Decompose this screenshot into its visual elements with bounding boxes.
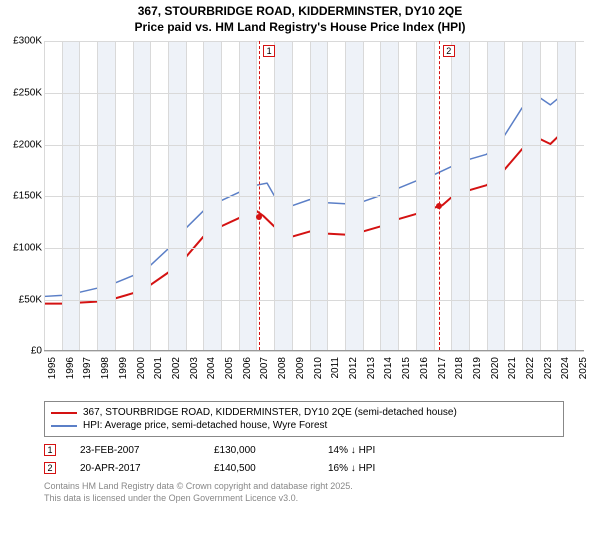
sale-row: 2 20-APR-2017 £140,500 16% ↓ HPI	[44, 459, 564, 477]
sales-table: 1 23-FEB-2007 £130,000 14% ↓ HPI 2 20-APR-201…	[44, 441, 564, 477]
x-tick-label: 2017	[437, 357, 448, 379]
y-tick-label: £150K	[13, 191, 42, 202]
sale-price: £130,000	[214, 445, 304, 456]
chart-area: £0£50K£100K£150K£200K£250K£300K 12 19951…	[10, 37, 590, 397]
x-tick-label: 2023	[543, 357, 554, 379]
chart-container: 367, STOURBRIDGE ROAD, KIDDERMINSTER, DY…	[0, 0, 600, 560]
x-tick-label: 2019	[472, 357, 483, 379]
x-tick-label: 2016	[419, 357, 430, 379]
gridline-h	[44, 351, 584, 352]
legend-label: HPI: Average price, semi-detached house,…	[83, 420, 327, 431]
x-axis: 1995 1996 1997 1998 1999 2000 2001 2002 2003 2004…	[44, 353, 584, 397]
y-tick-label: £300K	[13, 36, 42, 47]
x-tick-label: 1995	[47, 357, 58, 379]
sale-row-marker: 1	[44, 444, 56, 456]
x-tick-label: 2007	[259, 357, 270, 379]
x-tick-label: 2018	[454, 357, 465, 379]
gridline-h	[44, 93, 584, 94]
legend-label: 367, STOURBRIDGE ROAD, KIDDERMINSTER, DY…	[83, 407, 457, 418]
sale-delta: 16% ↓ HPI	[328, 463, 375, 474]
x-tick-label: 2005	[224, 357, 235, 379]
gridline-h	[44, 145, 584, 146]
sale-delta: 14% ↓ HPI	[328, 445, 375, 456]
legend-row: HPI: Average price, semi-detached house,…	[51, 419, 557, 432]
x-tick-label: 2013	[366, 357, 377, 379]
sale-row-marker: 2	[44, 462, 56, 474]
footer-attribution: Contains HM Land Registry data © Crown c…	[44, 481, 590, 504]
x-tick-label: 1999	[118, 357, 129, 379]
sale-date: 23-FEB-2007	[80, 445, 190, 456]
x-tick-label: 2006	[242, 357, 253, 379]
x-tick-label: 2014	[383, 357, 394, 379]
footer-line-1: Contains HM Land Registry data © Crown c…	[44, 481, 590, 493]
x-tick-label: 2000	[136, 357, 147, 379]
x-tick-label: 2024	[560, 357, 571, 379]
sale-date: 20-APR-2017	[80, 463, 190, 474]
x-tick-label: 2010	[313, 357, 324, 379]
y-tick-label: £250K	[13, 87, 42, 98]
x-tick-label: 2021	[507, 357, 518, 379]
x-tick-label: 2009	[295, 357, 306, 379]
x-tick-label: 2008	[277, 357, 288, 379]
x-tick-label: 2020	[490, 357, 501, 379]
y-tick-label: £0	[31, 346, 42, 357]
x-tick-label: 2022	[525, 357, 536, 379]
x-tick-label: 1997	[82, 357, 93, 379]
y-tick-label: £200K	[13, 139, 42, 150]
sale-marker-label: 1	[263, 45, 275, 57]
gridline-h	[44, 248, 584, 249]
x-tick-label: 2002	[171, 357, 182, 379]
x-tick-label: 2011	[330, 357, 341, 379]
chart-title: 367, STOURBRIDGE ROAD, KIDDERMINSTER, DY…	[0, 0, 600, 37]
sale-marker-line	[439, 41, 440, 350]
legend-swatch	[51, 425, 77, 427]
title-line-2: Price paid vs. HM Land Registry's House …	[10, 20, 590, 36]
x-tick-label: 2025	[578, 357, 589, 379]
x-tick-label: 2012	[348, 357, 359, 379]
x-tick-label: 2015	[401, 357, 412, 379]
y-tick-label: £50K	[19, 294, 42, 305]
legend-row: 367, STOURBRIDGE ROAD, KIDDERMINSTER, DY…	[51, 406, 557, 419]
x-tick-label: 2003	[189, 357, 200, 379]
gridline-h	[44, 196, 584, 197]
sale-marker-label: 2	[443, 45, 455, 57]
y-tick-label: £100K	[13, 242, 42, 253]
y-axis: £0£50K£100K£150K£200K£250K£300K	[10, 41, 44, 351]
x-tick-label: 1996	[65, 357, 76, 379]
x-tick-label: 2001	[153, 357, 164, 379]
x-tick-label: 1998	[100, 357, 111, 379]
x-tick-label: 2004	[206, 357, 217, 379]
title-line-1: 367, STOURBRIDGE ROAD, KIDDERMINSTER, DY…	[10, 4, 590, 20]
gridline-h	[44, 41, 584, 42]
sale-price: £140,500	[214, 463, 304, 474]
footer-line-2: This data is licensed under the Open Gov…	[44, 493, 590, 505]
gridline-h	[44, 300, 584, 301]
sale-marker-line	[259, 41, 260, 350]
sale-row: 1 23-FEB-2007 £130,000 14% ↓ HPI	[44, 441, 564, 459]
plot-area: 12	[44, 41, 584, 351]
legend-swatch	[51, 412, 77, 414]
legend: 367, STOURBRIDGE ROAD, KIDDERMINSTER, DY…	[44, 401, 564, 437]
